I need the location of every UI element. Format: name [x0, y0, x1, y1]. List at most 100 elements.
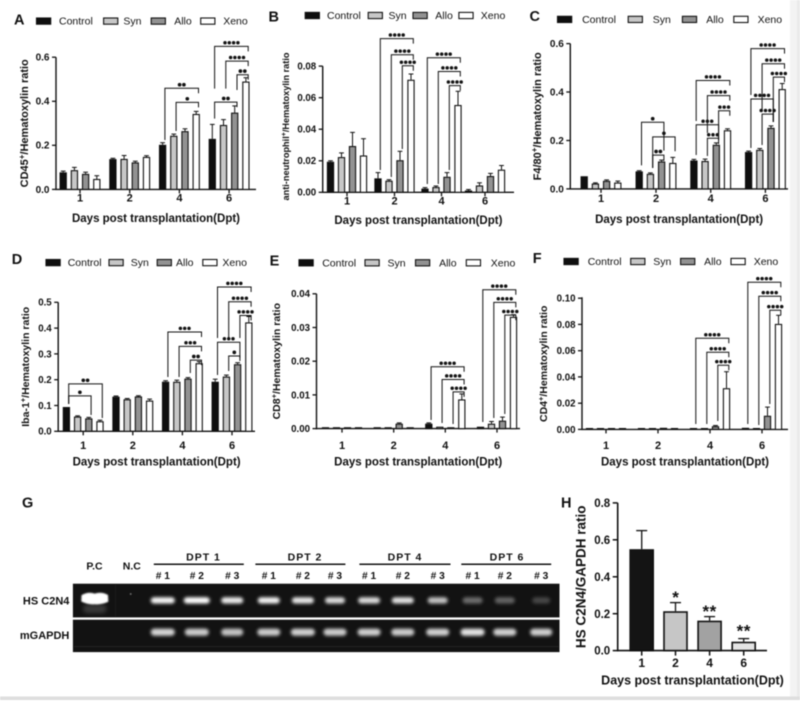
svg-text:6: 6 — [482, 196, 488, 208]
svg-text:D: D — [12, 252, 22, 268]
svg-text:HS C2N4: HS C2N4 — [23, 595, 70, 607]
svg-text:0.02: 0.02 — [291, 357, 310, 368]
svg-text:1: 1 — [77, 193, 83, 205]
svg-text:Xeno: Xeno — [223, 16, 248, 28]
svg-text:2: 2 — [391, 196, 397, 208]
svg-text:4: 4 — [438, 196, 445, 208]
svg-text:Control: Control — [322, 257, 356, 269]
svg-text:0.06: 0.06 — [297, 93, 316, 104]
svg-text:**: ** — [702, 602, 716, 621]
svg-text:6: 6 — [226, 193, 232, 205]
svg-text:Days post transplantation(Dpt): Days post transplantation(Dpt) — [601, 674, 784, 688]
svg-text:Syn: Syn — [653, 14, 671, 26]
svg-text:anti-neutrophil+/Hematoxylin r: anti-neutrophil+/Hematoxylin ratio — [281, 52, 291, 200]
svg-text:DPT 4: DPT 4 — [388, 551, 423, 563]
svg-text:0.2: 0.2 — [550, 136, 564, 147]
svg-text:0.0: 0.0 — [550, 184, 564, 195]
svg-text:Syn: Syn — [388, 257, 406, 269]
svg-text:# 2: # 2 — [296, 571, 310, 582]
svg-text:HS C2N4/GAPDH ratio: HS C2N4/GAPDH ratio — [573, 506, 588, 649]
svg-text:Control: Control — [582, 14, 616, 26]
svg-text:0.8: 0.8 — [594, 498, 611, 510]
svg-text:4: 4 — [707, 440, 714, 452]
svg-text:0.1: 0.1 — [38, 401, 52, 412]
svg-text:Xeno: Xeno — [491, 257, 516, 269]
svg-text:0.08: 0.08 — [297, 62, 316, 73]
svg-text:# 3: # 3 — [534, 571, 548, 582]
svg-text:Allo: Allo — [704, 256, 722, 268]
svg-text:1: 1 — [344, 196, 350, 208]
svg-text:4: 4 — [706, 656, 713, 670]
svg-text:0.2: 0.2 — [36, 141, 50, 152]
svg-text:Xeno: Xeno — [758, 14, 783, 26]
svg-text:# 1: # 1 — [262, 571, 276, 582]
svg-text:0.4: 0.4 — [38, 324, 52, 335]
svg-text:Allo: Allo — [174, 16, 192, 28]
svg-text:2: 2 — [672, 656, 679, 670]
svg-text:0.2: 0.2 — [594, 609, 610, 621]
svg-text:0.2: 0.2 — [38, 375, 51, 386]
svg-text:0.08: 0.08 — [557, 320, 576, 331]
svg-text:1: 1 — [603, 440, 609, 452]
svg-text:0.03: 0.03 — [291, 323, 310, 334]
svg-text:Days post transplantation(Dpt): Days post transplantation(Dpt) — [334, 215, 502, 227]
svg-text:0.4: 0.4 — [550, 87, 564, 98]
svg-text:P.C: P.C — [86, 561, 103, 573]
svg-text:*: * — [672, 588, 679, 607]
svg-text:# 3: # 3 — [225, 571, 239, 582]
svg-text:# 2: # 2 — [396, 571, 410, 582]
svg-text:0.4: 0.4 — [36, 97, 50, 108]
svg-text:0.00: 0.00 — [297, 188, 316, 199]
svg-text:Allo: Allo — [435, 10, 453, 22]
svg-text:0.06: 0.06 — [557, 346, 576, 357]
svg-text:1: 1 — [339, 440, 345, 452]
svg-text:0.6: 0.6 — [550, 39, 564, 50]
svg-text:C: C — [530, 9, 541, 25]
svg-text:1: 1 — [598, 193, 604, 205]
svg-text:Days post transplantation(Dpt): Days post transplantation(Dpt) — [72, 213, 240, 225]
svg-text:Days post transplantation(Dpt): Days post transplantation(Dpt) — [73, 457, 241, 469]
svg-text:0.04: 0.04 — [291, 289, 310, 300]
svg-text:0.0: 0.0 — [36, 185, 50, 196]
svg-text:B: B — [269, 10, 279, 26]
svg-text:Control: Control — [59, 16, 93, 28]
svg-text:CD45+/Hematoxylin ratio: CD45+/Hematoxylin ratio — [17, 59, 31, 187]
svg-text:E: E — [270, 254, 280, 270]
svg-text:0.00: 0.00 — [557, 425, 576, 436]
svg-text:CD4+/Hematoxylin ratio: CD4+/Hematoxylin ratio — [536, 306, 550, 422]
svg-text:# 3: # 3 — [328, 571, 342, 582]
svg-text:4: 4 — [179, 440, 186, 452]
svg-text:0.02: 0.02 — [557, 399, 576, 410]
svg-text:6: 6 — [762, 193, 768, 205]
svg-text:Days post transplantation(Dpt): Days post transplantation(Dpt) — [334, 457, 502, 469]
svg-text:Xeno: Xeno — [222, 257, 247, 269]
svg-text:4: 4 — [708, 193, 715, 205]
svg-text:DPT 6: DPT 6 — [490, 551, 525, 563]
svg-text:H: H — [561, 496, 571, 512]
svg-text:N.C: N.C — [123, 561, 142, 573]
svg-text:0.6: 0.6 — [36, 53, 50, 64]
svg-text:1: 1 — [638, 656, 645, 670]
svg-text:# 3: # 3 — [431, 571, 445, 582]
svg-text:0.6: 0.6 — [594, 535, 610, 547]
svg-text:6: 6 — [759, 440, 765, 452]
svg-text:G: G — [22, 496, 33, 512]
svg-text:Allo: Allo — [439, 257, 457, 269]
svg-text:0.3: 0.3 — [38, 349, 52, 360]
svg-text:1: 1 — [80, 440, 86, 452]
svg-text:F4/80+/Hematoxylin ratio: F4/80+/Hematoxylin ratio — [530, 52, 544, 180]
svg-text:Days post transplantation(Dpt): Days post transplantation(Dpt) — [601, 457, 769, 469]
svg-text:0.02: 0.02 — [297, 156, 316, 167]
svg-text:0.0: 0.0 — [594, 646, 610, 658]
svg-text:**: ** — [737, 622, 751, 641]
svg-text:A: A — [14, 13, 25, 29]
svg-text:# 1: # 1 — [362, 571, 376, 582]
svg-text:Control: Control — [327, 10, 361, 22]
svg-text:0.04: 0.04 — [557, 372, 576, 383]
svg-text:Xeno: Xeno — [481, 10, 506, 22]
svg-text:4: 4 — [176, 193, 183, 205]
svg-text:2: 2 — [127, 193, 133, 205]
svg-text:# 2: # 2 — [498, 571, 512, 582]
svg-text:Days post transplantation(Dpt): Days post transplantation(Dpt) — [595, 214, 763, 226]
svg-text:2: 2 — [391, 440, 397, 452]
